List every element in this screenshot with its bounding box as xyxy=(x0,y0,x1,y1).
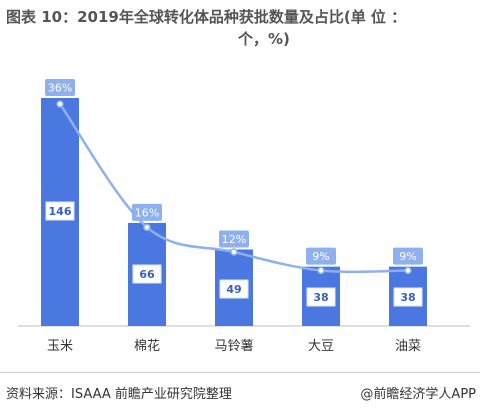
x-tick-label-油菜: 油菜 xyxy=(395,339,421,354)
value-box-大豆 xyxy=(306,287,336,307)
source-note: 资料来源：ISAAA 前瞻产业研究院整理 xyxy=(6,387,232,402)
pct-label-油菜: 9% xyxy=(399,250,416,263)
chart-title-line2: 个，%) xyxy=(238,30,290,48)
pct-badge-棉花 xyxy=(132,203,162,221)
share-line xyxy=(58,103,409,274)
value-label-棉花: 66 xyxy=(139,268,155,281)
pct-label-玉米: 36% xyxy=(48,82,72,95)
pct-badge-油菜 xyxy=(393,247,423,265)
x-tick-label-玉米: 玉米 xyxy=(47,339,73,354)
pct-label-大豆: 9% xyxy=(312,250,329,263)
pct-badge-玉米 xyxy=(45,79,75,96)
share-point-油菜 xyxy=(404,266,412,275)
value-box-玉米 xyxy=(45,201,75,221)
bar-line-chart: 36% 16% 12% 9% 9% 146 66 49 38 38 玉米 棉花 马铃薯 大豆 油菜 xyxy=(18,79,470,354)
value-box-马铃薯 xyxy=(219,279,249,299)
share-point-马铃薯 xyxy=(230,248,238,256)
value-label-玉米: 146 xyxy=(49,205,72,218)
value-box-油菜 xyxy=(393,287,423,307)
share-point-玉米 xyxy=(56,100,64,108)
chart-title-line1: 图表 10：2019年全球转化体品种获批数量及占比(单 位 ： xyxy=(6,8,407,26)
pct-label-马铃薯: 12% xyxy=(222,233,246,246)
share-point-大豆 xyxy=(317,266,325,275)
pct-badge-大豆 xyxy=(306,247,336,265)
x-tick-label-大豆: 大豆 xyxy=(308,339,334,354)
pct-label-棉花: 16% xyxy=(135,206,159,219)
x-tick-label-马铃薯: 马铃薯 xyxy=(214,339,253,354)
value-box-棉花 xyxy=(132,264,162,284)
pct-badge-马铃薯 xyxy=(219,230,249,248)
credit-note: @前瞻经济学人APP xyxy=(360,387,476,402)
value-label-马铃薯: 49 xyxy=(226,283,241,296)
value-label-油菜: 38 xyxy=(400,291,415,304)
share-point-棉花 xyxy=(143,223,151,232)
footer: 资料来源：ISAAA 前瞻产业研究院整理 @前瞻经济学人APP xyxy=(0,372,480,410)
chart-title: 图表 10：2019年全球转化体品种获批数量及占比(单 位 ： 个，%) xyxy=(6,6,468,50)
x-tick-label-棉花: 棉花 xyxy=(134,338,160,354)
value-label-大豆: 38 xyxy=(313,291,328,304)
